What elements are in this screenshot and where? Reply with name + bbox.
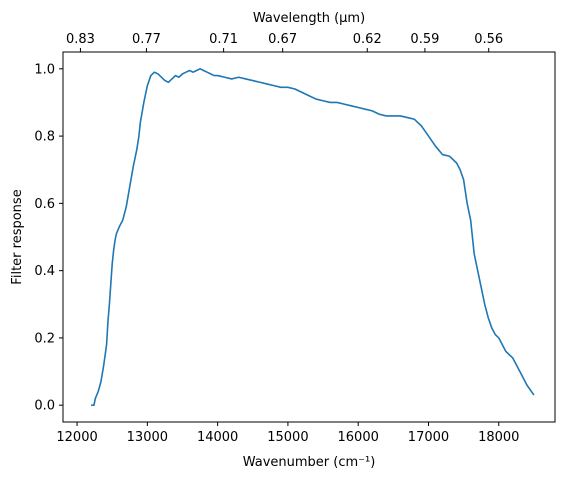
top-tick-label: 0.59: [410, 32, 439, 47]
top-tick-label: 0.77: [132, 32, 161, 47]
y-tick-label: 0.6: [34, 197, 55, 212]
x-tick-label: 18000: [478, 430, 519, 445]
x-tick-label: 13000: [127, 430, 168, 445]
y-tick-label: 0.0: [34, 399, 55, 414]
plot-frame: [62, 51, 556, 423]
top-tick-label: 0.56: [474, 32, 503, 47]
top-axis-title: Wavelength (μm): [253, 11, 365, 26]
x-tick-label: 17000: [408, 430, 449, 445]
top-tick-label: 0.71: [209, 32, 238, 47]
y-tick-label: 0.2: [34, 331, 55, 346]
x-axis-title: Wavenumber (cm⁻¹): [243, 455, 376, 470]
plot-area: 12000 13000 14000 15000 16000 17000 18000 0.0 0.…: [34, 32, 556, 445]
response-curve: [91, 68, 535, 406]
x-tick-label: 15000: [267, 430, 308, 445]
y-tick-label: 1.0: [34, 62, 55, 77]
y-tick-label: 0.8: [34, 130, 55, 145]
y-axis-title: Filter response: [10, 189, 25, 284]
top-tick-label: 0.83: [66, 32, 95, 47]
x-tick-label: 12000: [56, 430, 97, 445]
x-tick-label: 16000: [338, 430, 379, 445]
x-tick-label: 14000: [197, 430, 238, 445]
top-tick-label: 0.67: [268, 32, 297, 47]
y-tick-label: 0.4: [34, 264, 55, 279]
top-tick-label: 0.62: [353, 32, 382, 47]
